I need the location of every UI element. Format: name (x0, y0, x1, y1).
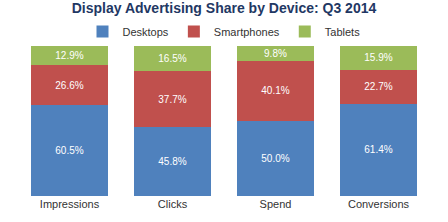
svg-text:Desktops: Desktops (123, 26, 169, 38)
svg-text:12.9%: 12.9% (55, 50, 83, 61)
svg-text:Tablets: Tablets (325, 26, 360, 38)
svg-text:16.5%: 16.5% (158, 53, 186, 64)
svg-text:Display Advertising Share by D: Display Advertising Share by Device: Q3 … (72, 0, 377, 16)
svg-text:61.4%: 61.4% (364, 144, 392, 155)
svg-text:50.0%: 50.0% (261, 153, 289, 164)
svg-text:Smartphones: Smartphones (214, 26, 280, 38)
svg-text:Clicks: Clicks (158, 198, 188, 210)
svg-text:40.1%: 40.1% (261, 85, 289, 96)
svg-text:60.5%: 60.5% (55, 145, 83, 156)
svg-text:26.6%: 26.6% (55, 80, 83, 91)
svg-text:Conversions: Conversions (348, 198, 410, 210)
svg-text:15.9%: 15.9% (364, 52, 392, 63)
svg-text:Spend: Spend (260, 198, 292, 210)
svg-text:Impressions: Impressions (40, 198, 100, 210)
svg-text:37.7%: 37.7% (158, 94, 186, 105)
svg-text:45.8%: 45.8% (158, 156, 186, 167)
svg-text:22.7%: 22.7% (364, 81, 392, 92)
svg-text:9.8%: 9.8% (264, 48, 287, 59)
